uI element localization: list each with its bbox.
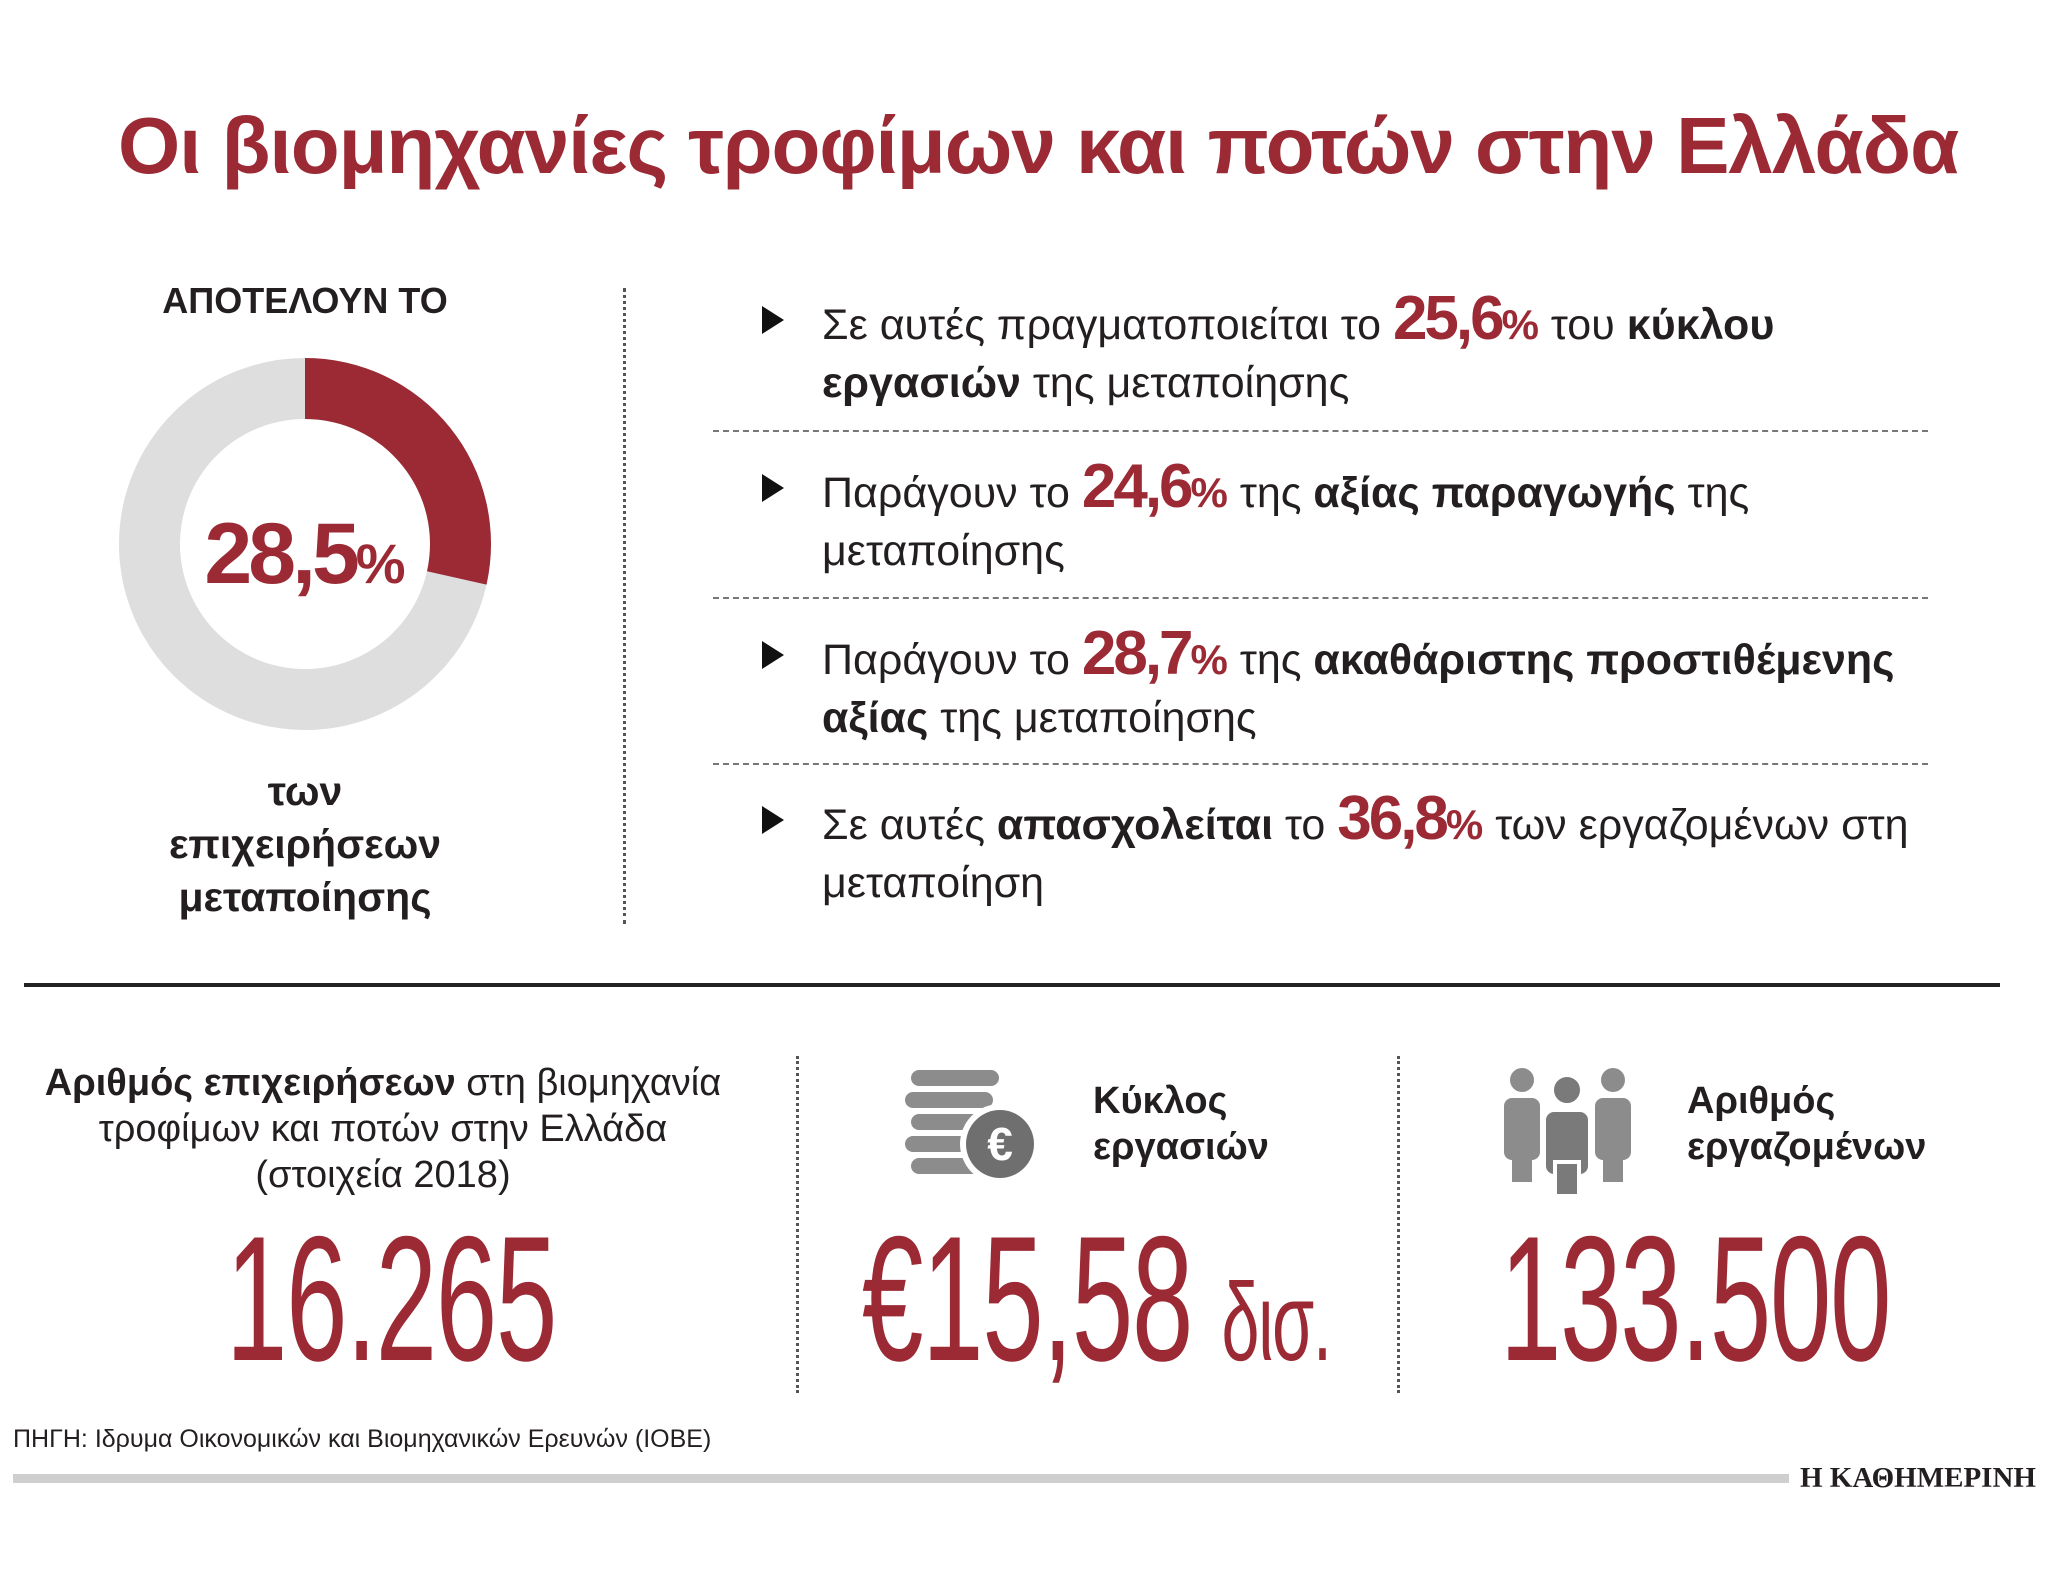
number-unit: % [1501, 301, 1539, 348]
number-label: 25,6 [1392, 284, 1505, 353]
stat-value: 133.500 [1500, 1196, 1891, 1401]
donut-value: 28,5% [105, 505, 505, 604]
bold-text: ακαθάριστης προστιθέμενης αξίας [822, 636, 1895, 742]
text: Σε αυτές πραγματοποιείται το [822, 301, 1381, 349]
currency: € [862, 1199, 923, 1398]
text: των εργαζομένων στη μεταποίηση [822, 801, 1909, 907]
footer-bar [13, 1474, 1789, 1483]
donut-segment [305, 358, 491, 585]
divider [1397, 1056, 1400, 1393]
stat-value: €15,58 δισ. [862, 1196, 1332, 1401]
bullet: Σε αυτές πραγματοποιείται το 25,6% του κ… [762, 288, 1962, 412]
bullet: Παράγουν το 28,7% της ακαθάριστης προστι… [762, 623, 1962, 747]
text: της [1239, 636, 1302, 684]
number-label: 36,8 [1337, 784, 1449, 853]
bold-text: απασχολείται [996, 801, 1274, 849]
number-label: 24,6 [1081, 452, 1194, 521]
stat-label-text: στη βιομηχανία τροφίμων και ποτών στην Ε… [98, 1062, 722, 1150]
bullet-text: Σε αυτές απασχολείται το 36,8% των εργαζ… [822, 788, 1962, 912]
stat-label: Αριθμός εργαζομένων [1687, 1080, 1927, 1168]
bullet-arrow [762, 641, 784, 669]
text: το [1284, 801, 1326, 849]
stat-label: Αριθμός επιχειρήσεων στη βιομηχανία τροφ… [28, 1060, 738, 1198]
people-icon [1504, 1068, 1631, 1198]
bullet-number: 36,8% [1337, 784, 1483, 853]
divider [623, 288, 626, 924]
bullet-number: 24,6% [1082, 452, 1228, 521]
rule [24, 983, 2000, 987]
bullet-text: Σε αυτές πραγματοποιείται το 25,6% του κ… [822, 288, 1962, 412]
number-unit: % [1445, 801, 1484, 848]
donut-value-label: 28,5 [204, 506, 359, 602]
bold-text: αξίας παραγωγής [1313, 469, 1676, 517]
value-unit: δισ. [1221, 1261, 1332, 1384]
number-unit: % [1190, 636, 1228, 683]
text: της μεταποίησης [1032, 359, 1350, 407]
stat-label-bold: Αριθμός επιχειρήσεων [44, 1062, 456, 1104]
text: του [1550, 301, 1615, 349]
text: Παράγουν το [822, 469, 1070, 517]
value-label: 15,58 [922, 1199, 1193, 1398]
coins-icon: € [905, 1070, 1040, 1184]
divider [796, 1056, 799, 1393]
value-label: 16.265 [226, 1199, 557, 1398]
donut-chart [119, 358, 491, 730]
bullet-text: Παράγουν το 28,7% της ακαθάριστης προστι… [822, 623, 1962, 747]
bullet-text: Παράγουν το 24,6% της αξίας παραγωγής τη… [822, 456, 1962, 580]
donut-heading: ΑΠΟΤΕΛΟΥΝ ΤΟ [162, 280, 448, 321]
donut-unit: % [355, 532, 406, 595]
bullet-number: 28,7% [1082, 619, 1228, 688]
text: της μεταποίησης [822, 469, 1750, 575]
caption-line: επιχειρήσεων [168, 821, 442, 867]
bullet: Σε αυτές απασχολείται το 36,8% των εργαζ… [762, 788, 1962, 912]
source: ΠΗΓΗ: Ιδρυμα Οικονομικών και Βιομηχανικώ… [13, 1425, 712, 1453]
text: Σε αυτές [822, 801, 985, 849]
bullet-arrow [762, 474, 784, 502]
separator [713, 763, 1928, 765]
stat-label: Κύκλος εργασιών [1093, 1080, 1269, 1168]
text: Παράγουν το [822, 636, 1070, 684]
bullet: Παράγουν το 24,6% της αξίας παραγωγής τη… [762, 456, 1962, 580]
bullet-arrow [762, 306, 784, 334]
stat-value: 16.265 [226, 1196, 557, 1401]
number-unit: % [1190, 469, 1228, 516]
stat-note: (στοιχεία 2018) [255, 1154, 511, 1196]
title: Οι βιομηχανίες τροφίμων και ποτών στην Ε… [118, 101, 1959, 190]
text: της μεταποίησης [940, 694, 1257, 742]
bullet-number: 25,6% [1393, 284, 1539, 353]
separator [713, 597, 1928, 599]
separator [713, 430, 1928, 432]
bullet-arrow [762, 806, 784, 834]
caption-line: των [267, 768, 343, 814]
caption-line: μεταποίησης [178, 874, 432, 920]
brand: Η ΚΑΘΗΜΕΡΙΝΗ [1800, 1462, 2036, 1494]
value-label: 133.500 [1500, 1199, 1891, 1398]
donut-caption: των επιχειρήσεων μεταποίησης [105, 765, 505, 924]
text: της [1239, 469, 1302, 517]
coin-symbol: € [987, 1118, 1013, 1170]
bold-text: κύκλου εργασιών [822, 301, 1775, 407]
number-label: 28,7 [1081, 619, 1194, 688]
